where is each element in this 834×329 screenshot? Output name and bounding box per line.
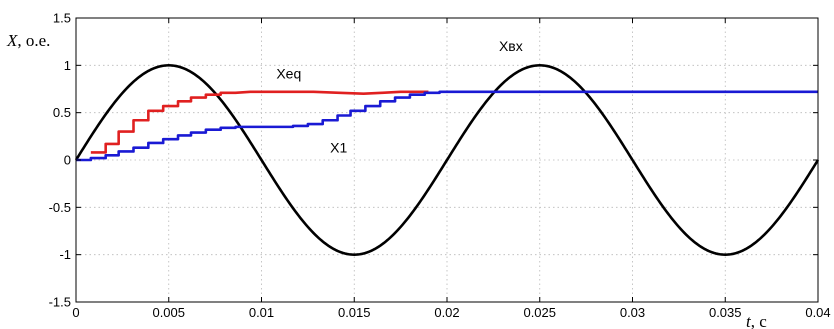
x-axis-variable: t bbox=[746, 312, 752, 329]
series-line bbox=[90, 90, 429, 154]
y-tick-label: 0.5 bbox=[53, 105, 71, 120]
y-tick-label: -0.5 bbox=[49, 200, 71, 215]
x-tick-label: 0.015 bbox=[338, 305, 371, 320]
x-axis-label: t, c bbox=[746, 312, 767, 329]
x-tick-label: 0.025 bbox=[523, 305, 556, 320]
series-line bbox=[76, 90, 818, 162]
x-tick-label: 0.035 bbox=[709, 305, 742, 320]
x-tick-label: 0.005 bbox=[152, 305, 185, 320]
series-labels: Xвх Xeq X1 bbox=[276, 38, 522, 155]
x-tick-label: 0.04 bbox=[805, 305, 830, 320]
x-tick-label: 0.03 bbox=[620, 305, 645, 320]
x-tick-label: 0 bbox=[72, 305, 79, 320]
series-label: Xeq bbox=[276, 66, 301, 82]
y-axis-label: X, o.e. bbox=[6, 31, 50, 50]
x-tick-label: 0.02 bbox=[434, 305, 459, 320]
y-axis-variable: X bbox=[6, 31, 18, 50]
series-label: X1 bbox=[330, 139, 347, 155]
x-axis-unit: , c bbox=[751, 312, 768, 329]
y-axis-unit: , o.e. bbox=[17, 31, 50, 50]
y-tick-label: -1.5 bbox=[49, 295, 71, 310]
series-label: Xвх bbox=[499, 38, 523, 54]
series-layer bbox=[74, 64, 820, 256]
y-tick-label: 1.5 bbox=[53, 11, 71, 26]
tick-labels: 0 0.005 0.01 0.015 0.02 0.025 0.03 0.035 0.04 1.5… bbox=[49, 11, 831, 321]
series-line bbox=[74, 64, 820, 256]
y-tick-label: 0 bbox=[64, 153, 71, 168]
y-tick-label: 1 bbox=[64, 58, 71, 73]
tick-marks bbox=[75, 17, 819, 303]
y-tick-label: -1 bbox=[59, 247, 71, 262]
x-tick-label: 0.01 bbox=[249, 305, 274, 320]
